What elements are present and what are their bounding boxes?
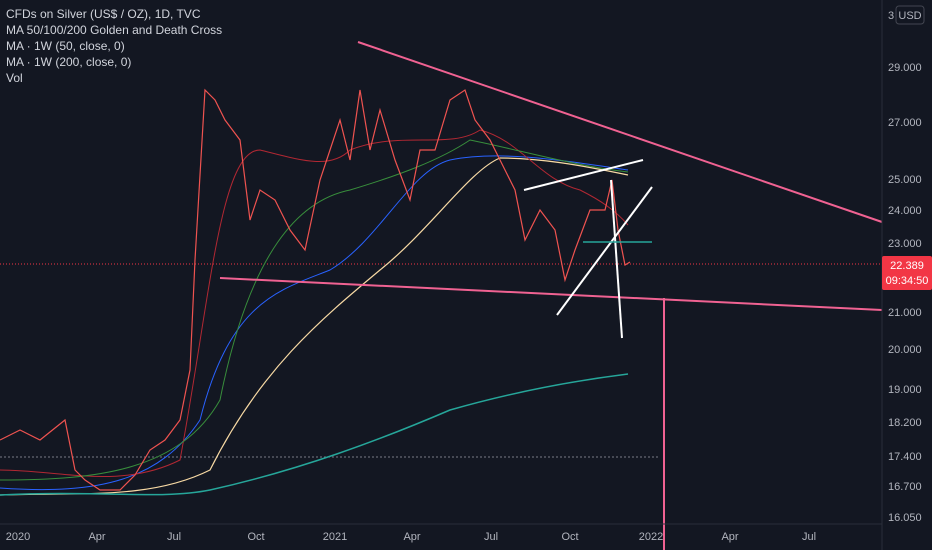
price-label: 18.200: [888, 417, 922, 429]
time-label: 2021: [323, 531, 347, 543]
ma-100: [0, 155, 629, 491]
price-label: 20.000: [888, 344, 922, 356]
countdown: 09:34:50: [886, 275, 929, 287]
price-label: 24.000: [888, 205, 922, 217]
trendline: [556, 186, 653, 316]
trendline: [610, 179, 623, 339]
time-label: Jul: [802, 531, 816, 543]
time-label: 2022: [639, 531, 663, 543]
price-label: 17.400: [888, 451, 922, 463]
time-label: Jul: [167, 531, 181, 543]
time-label: Oct: [561, 531, 578, 543]
price-label: 21.000: [888, 307, 922, 319]
ma-1w-50: [0, 139, 629, 481]
time-label: 2020: [6, 531, 30, 543]
price-label: 25.000: [888, 174, 922, 186]
ma-50: [0, 129, 629, 478]
currency[interactable]: USD: [898, 10, 921, 22]
time-label: Apr: [88, 531, 105, 543]
time-label: Apr: [403, 531, 420, 543]
trendline: [219, 277, 883, 311]
trendline: [357, 41, 883, 223]
legend-line: Vol: [6, 71, 23, 85]
legend-line: CFDs on Silver (US$ / OZ), 1D, TVC: [6, 7, 201, 21]
price-label: 29.000: [888, 62, 922, 74]
time-label: Jul: [484, 531, 498, 543]
scale-mode[interactable]: 3: [888, 10, 894, 22]
legend-line: MA · 1W (50, close, 0): [6, 39, 125, 53]
price-badge: [882, 256, 932, 290]
legend-line: MA 50/100/200 Golden and Death Cross: [6, 23, 222, 37]
price-label: 23.000: [888, 238, 922, 250]
trendline: [523, 159, 644, 191]
time-label: Apr: [721, 531, 738, 543]
price-label: 19.000: [888, 384, 922, 396]
ma-1w-200: [0, 373, 629, 496]
last-price: 22.389: [890, 260, 924, 272]
ma-200: [0, 157, 629, 496]
time-label: Oct: [247, 531, 264, 543]
price-label: 16.050: [888, 512, 922, 524]
legend-line: MA · 1W (200, close, 0): [6, 55, 131, 69]
price-label: 16.700: [888, 481, 922, 493]
price-label: 27.000: [888, 117, 922, 129]
price-series: [0, 88, 631, 491]
currency-badge[interactable]: [895, 5, 925, 25]
